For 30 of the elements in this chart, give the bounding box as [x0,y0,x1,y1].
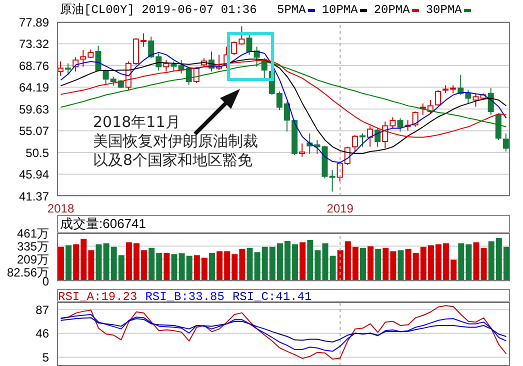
y-tick-label: 335万 [16,239,49,254]
legend-label: 20PMA [374,3,410,18]
y-tick-label: 5 [42,350,50,365]
y-tick-label: 68.76 [18,58,50,73]
series-label: RSI_A:19.23 [58,290,138,305]
y-tick-label: 45.94 [18,167,50,182]
chart-title: 成交量:606741 [60,216,146,231]
y-tick-label: 0 [42,274,50,288]
y-tick-label: 64.19 [18,80,50,95]
y-tick-label: 77.89 [18,15,50,30]
y-tick-label: 59.63 [18,102,50,116]
y-tick-label: 41.37 [18,189,50,204]
chart-title: 原油[CL00Y] 2019-06-07 01:36 [60,3,257,18]
y-tick-label: 46 [36,326,50,341]
y-tick-label: 87 [36,302,50,317]
y-tick-label: 209万 [16,252,49,266]
annotation: 美国恢复对伊朗原油制裁 [93,132,258,151]
y-tick-label: 55.07 [18,124,50,138]
series-label: RSI_B:33.85 [145,290,224,305]
y-tick-label: 50.5 [26,146,50,160]
annotation: 2018年11月 [93,113,180,132]
legend-label: 30PMA [426,3,462,18]
annotation: 以及8个国家和地区豁免 [93,151,253,170]
x-tick-label: 2018 [47,202,74,216]
legend-label: 10PMA [322,3,358,18]
x-tick-label: 2019 [326,202,354,216]
legend-label: 5PMA [277,3,306,18]
series-label: RSI_C:41.41 [232,290,312,305]
y-tick-label: 461万 [16,226,49,240]
y-tick-label: 73.32 [18,37,50,52]
